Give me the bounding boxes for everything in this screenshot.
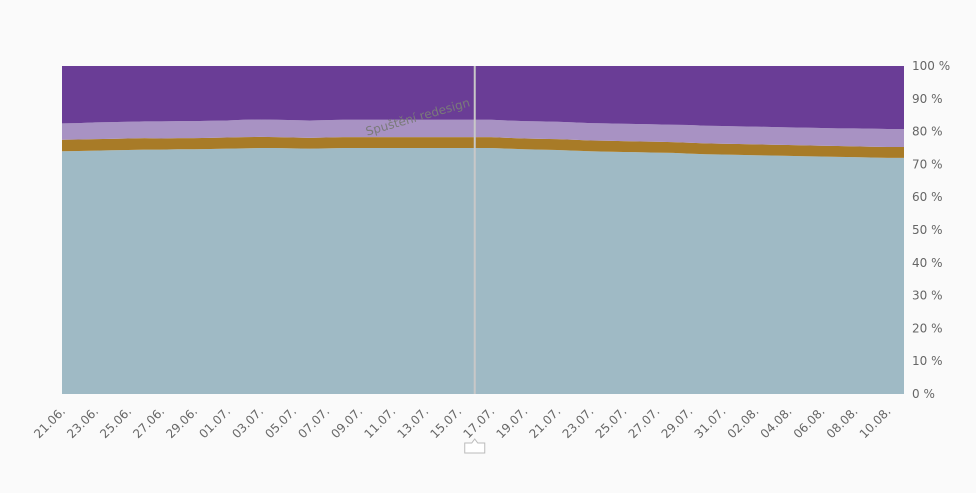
x-axis: 21.06.23.06.25.06.27.06.29.06.01.07.03.0… xyxy=(31,404,893,441)
series-areas xyxy=(62,66,904,394)
y-tick-label: 20 % xyxy=(912,321,943,335)
x-tick-label: 23.06. xyxy=(64,404,101,441)
x-tick-label: 27.07. xyxy=(626,404,663,441)
y-tick-label: 60 % xyxy=(912,190,943,204)
series-4-area xyxy=(62,66,904,129)
y-tick-label: 50 % xyxy=(912,223,943,237)
x-tick-label: 25.07. xyxy=(593,404,630,441)
x-tick-label: 29.07. xyxy=(659,404,696,441)
x-tick-label: 08.08. xyxy=(824,404,861,441)
x-tick-label: 09.07. xyxy=(328,404,365,441)
y-tick-label: 100 % xyxy=(912,59,950,73)
series-1-area xyxy=(62,148,904,394)
x-tick-label: 17.07. xyxy=(460,404,497,441)
annotation-flag-icon[interactable] xyxy=(464,438,486,454)
y-axis: 0 % 10 % 20 % 30 % 40 % 50 % 60 % 70 % 80 % 90 % 1… xyxy=(912,59,950,401)
y-tick-label: 0 % xyxy=(912,387,935,401)
x-tick-label: 27.06. xyxy=(130,404,167,441)
series-2-area xyxy=(62,136,904,158)
x-tick-label: 23.07. xyxy=(560,404,597,441)
x-tick-label: 01.07. xyxy=(196,404,233,441)
x-tick-label: 13.07. xyxy=(394,404,431,441)
x-tick-label: 04.08. xyxy=(758,404,795,441)
x-tick-label: 05.07. xyxy=(262,404,299,441)
x-tick-label: 02.08. xyxy=(725,404,762,441)
x-tick-label: 29.06. xyxy=(163,404,200,441)
y-tick-label: 30 % xyxy=(912,289,943,303)
x-tick-label: 19.07. xyxy=(494,404,531,441)
x-tick-label: 07.07. xyxy=(295,404,332,441)
y-tick-label: 10 % xyxy=(912,354,943,368)
x-tick-label: 25.06. xyxy=(97,404,134,441)
x-tick-label: 03.07. xyxy=(229,404,266,441)
x-tick-label: 15.07. xyxy=(427,404,464,441)
x-tick-label: 31.07. xyxy=(692,404,729,441)
x-tick-label: 06.08. xyxy=(791,404,828,441)
series-3-area xyxy=(62,119,904,148)
x-tick-label: 10.08. xyxy=(857,404,894,441)
y-tick-label: 40 % xyxy=(912,256,943,270)
x-tick-label: 11.07. xyxy=(361,404,398,441)
x-tick-label: 21.07. xyxy=(527,404,564,441)
y-tick-label: 70 % xyxy=(912,157,943,171)
y-tick-label: 90 % xyxy=(912,92,943,106)
x-tick-label: 21.06. xyxy=(31,404,68,441)
y-tick-label: 80 % xyxy=(912,125,943,139)
